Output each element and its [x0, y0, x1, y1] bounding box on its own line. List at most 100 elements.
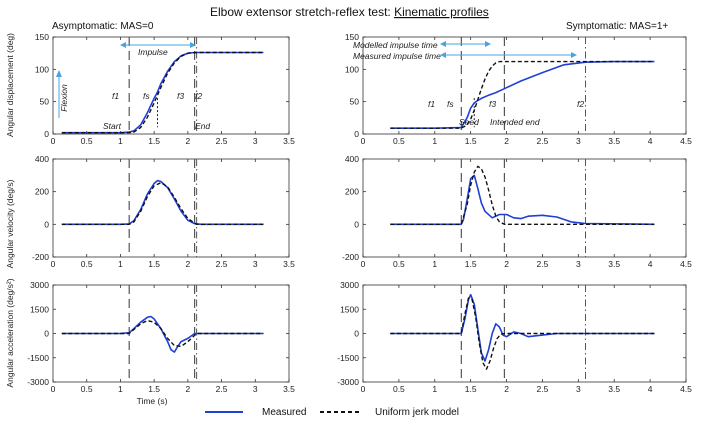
x-tick-label: 4: [648, 259, 653, 269]
right-fs-label: fs: [447, 99, 454, 109]
y-tick-label: 50: [40, 97, 50, 107]
x-tick-label: 0: [51, 384, 56, 394]
x-tick-label: 3.5: [608, 384, 620, 394]
y-tick-label: 400: [35, 154, 49, 164]
y-tick-label: 0: [354, 219, 359, 229]
x-tick-label: 1.5: [465, 136, 477, 146]
x-tick-label: 4: [648, 136, 653, 146]
x-tick-label: 3: [576, 136, 581, 146]
plot-frame: [362, 36, 687, 135]
x-tick-label: 3.5: [608, 136, 620, 146]
plot-frame: [362, 158, 687, 258]
y-tick-label: 100: [345, 64, 359, 74]
panel-r1: 0 0.5 1 1.5 2 2.5 3 3.5 4 4.5 0 50 100 150: [345, 32, 692, 146]
xlabel-time: Time (s): [137, 396, 168, 406]
x-tick-label: 1: [118, 136, 123, 146]
left-heading: Asymptomatic: MAS=0: [52, 21, 154, 32]
x-tick-label: 2.5: [537, 136, 549, 146]
impulse-label: Impulse: [138, 47, 168, 57]
x-tick-label: 2: [504, 259, 509, 269]
x-tick-label: 0: [361, 259, 366, 269]
x-tick-label: 3: [576, 384, 581, 394]
x-tick-label: 0.5: [393, 384, 405, 394]
x-tick-label: 2.5: [216, 136, 228, 146]
y-tick-label: 0: [44, 329, 49, 339]
x-tick-label: 1.5: [148, 136, 160, 146]
title-underlined: Kinematic profiles: [394, 5, 489, 19]
series-uniform-jerk-model: [390, 60, 655, 129]
legend-model-label: Uniform jerk model: [375, 407, 459, 418]
x-tick-label: 0: [51, 136, 56, 146]
measured-impulse-head-left: [440, 52, 446, 58]
x-tick-label: 1: [432, 136, 437, 146]
x-tick-label: 3.5: [608, 259, 620, 269]
x-tick-label: 3: [253, 259, 258, 269]
x-tick-label: 4.5: [680, 384, 692, 394]
right-heading: Symptomatic: MAS=1+: [566, 21, 668, 32]
x-tick-label: 0: [361, 384, 366, 394]
legend-measured-label: Measured: [262, 407, 306, 418]
y-tick-label: 150: [35, 32, 49, 42]
x-tick-label: 0: [51, 259, 56, 269]
title-prefix: Elbow extensor stretch-reflex test:: [210, 5, 394, 19]
x-tick-label: 2.5: [216, 259, 228, 269]
y-tick-label: -3000: [27, 377, 49, 387]
plot-frame: [52, 158, 290, 258]
x-tick-label: 2: [185, 136, 190, 146]
y-tick-label: 0: [44, 129, 49, 139]
x-tick-label: 0.5: [393, 259, 405, 269]
x-tick-label: 3.5: [283, 136, 295, 146]
x-tick-label: 0.5: [393, 136, 405, 146]
modelled-impulse-head-right: [485, 41, 491, 47]
left-fs-label: fs: [143, 91, 150, 101]
y-tick-label: 150: [345, 32, 359, 42]
y-tick-label: 1500: [30, 304, 49, 314]
y-tick-label: -3000: [337, 377, 359, 387]
y-tick-label: 3000: [30, 280, 49, 290]
x-tick-label: 2.5: [216, 384, 228, 394]
panel-l1: 0 0.5 1 1.5 2 2.5 3 3.5 0 50 100 150: [35, 32, 295, 146]
x-tick-label: 1.5: [148, 259, 160, 269]
panel-l3: 0 0.5 1 1.5 2 2.5 3 3.5 -3000 -1500 0 1500 3000: [27, 280, 295, 394]
y-tick-label: 100: [35, 64, 49, 74]
series-uniform-jerk-model: [61, 51, 264, 134]
impulse-arrowhead-left: [120, 42, 126, 48]
y-tick-label: -200: [342, 252, 359, 262]
series-measured: [61, 179, 264, 226]
intended-end-label: Intended end: [490, 117, 540, 127]
x-tick-label: 3.5: [283, 384, 295, 394]
right-f1-label: f1: [428, 99, 435, 109]
x-tick-label: 1: [118, 384, 123, 394]
x-tick-label: 3.5: [283, 259, 295, 269]
y-tick-label: 400: [345, 154, 359, 164]
x-tick-label: 0.5: [81, 259, 93, 269]
left-f3-label: f3: [177, 91, 184, 101]
x-tick-label: 1: [118, 259, 123, 269]
right-annotations: Modelled impulse time Measured impulse t…: [353, 40, 584, 127]
y-tick-label: 50: [350, 97, 360, 107]
y-tick-label: 0: [354, 129, 359, 139]
x-tick-label: 1: [432, 259, 437, 269]
right-f2-label: f2: [577, 99, 584, 109]
y-tick-label: 0: [354, 329, 359, 339]
figure-title: Elbow extensor stretch-reflex test: Kine…: [210, 5, 489, 19]
x-tick-label: 1.5: [148, 384, 160, 394]
x-tick-label: 0: [361, 136, 366, 146]
start-label: Start: [103, 121, 122, 131]
series-uniform-jerk-model: [61, 181, 264, 226]
x-tick-label: 2: [504, 136, 509, 146]
measured-impulse-label: Measured impulse time: [353, 51, 441, 61]
x-tick-label: 2.5: [537, 259, 549, 269]
plot-frame: [52, 36, 290, 135]
series-uniform-jerk-model: [390, 165, 655, 226]
y-tick-label: 200: [35, 187, 49, 197]
y-tick-label: 1500: [340, 304, 359, 314]
y-tick-label: 200: [345, 187, 359, 197]
series-measured: [390, 60, 655, 129]
x-tick-label: 4.5: [680, 259, 692, 269]
x-tick-label: 2: [504, 384, 509, 394]
ylabel-displacement: Angular displacement (deg): [5, 33, 15, 137]
y-tick-label: 0: [44, 219, 49, 229]
